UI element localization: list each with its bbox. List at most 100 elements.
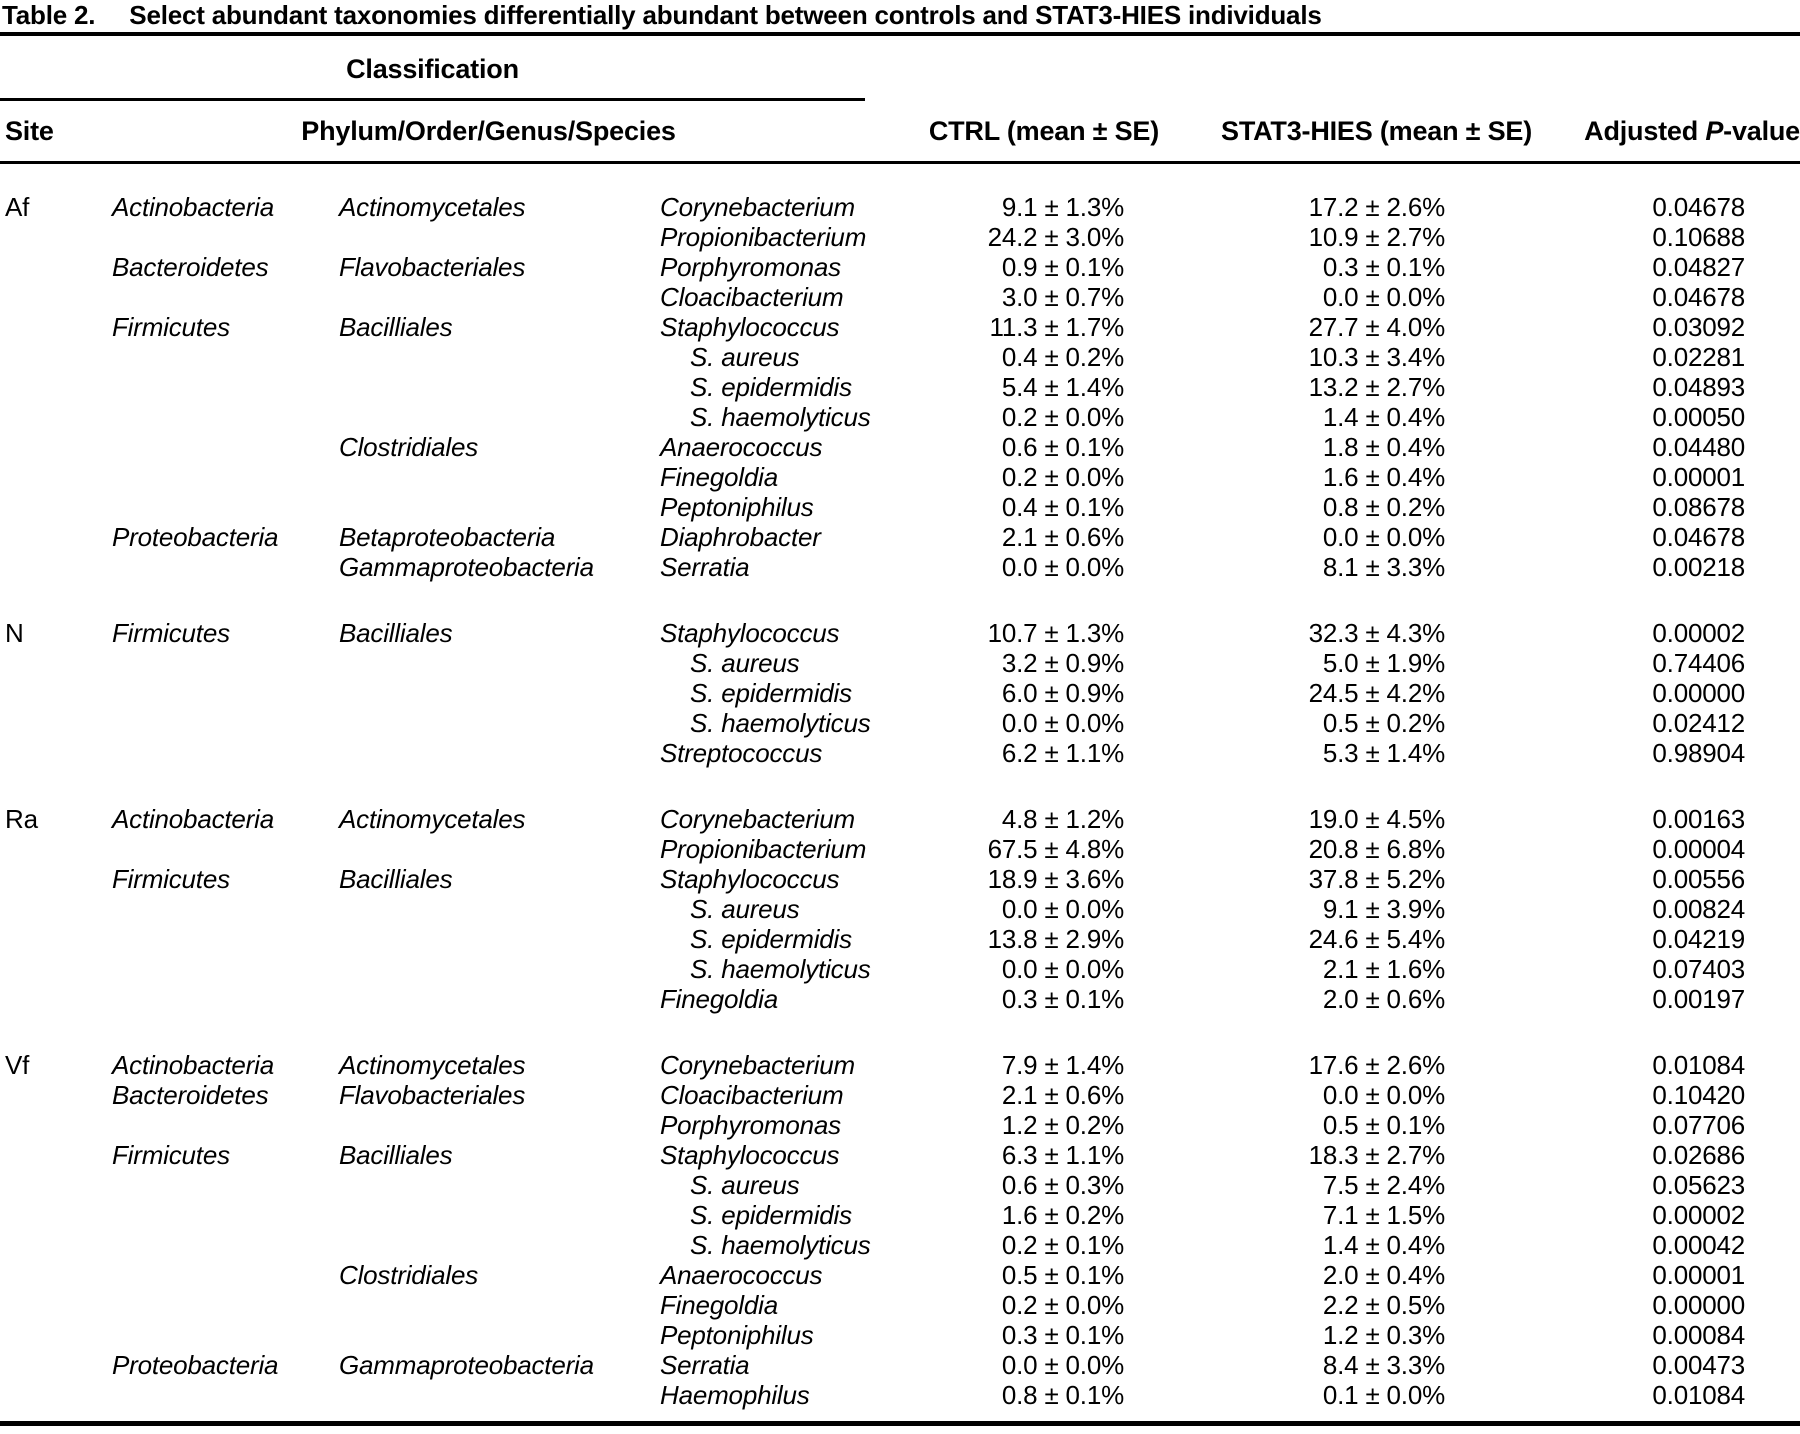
genus-cell: Streptococcus — [660, 738, 823, 768]
genus-cell: Finegoldia — [660, 462, 778, 492]
phylum-cell: Firmicutes — [112, 864, 230, 894]
table-row: S. haemolyticus 0.0 ± 0.0% 0.5 ± 0.2% 0.… — [0, 708, 1800, 738]
order-cell — [339, 1380, 660, 1410]
ctrl-value-cell: 13.8 ± 2.9% — [987, 924, 1125, 954]
table-row: S. aureus 0.0 ± 0.0% 9.1 ± 3.9% 0.00824 — [0, 894, 1800, 924]
stat3-value-cell: 0.8 ± 0.2% — [1322, 492, 1445, 522]
ctrl-value-cell: 0.0 ± 0.0% — [1001, 1350, 1124, 1380]
phylum-cell — [112, 222, 339, 252]
stat3-value-cell: 0.1 ± 0.0% — [1322, 1380, 1445, 1410]
phylum-cell — [112, 738, 339, 768]
genus-cell: S. aureus — [690, 1170, 800, 1200]
order-cell: Flavobacteriales — [339, 252, 526, 282]
phylum-cell — [112, 462, 339, 492]
genus-cell: Diaphrobacter — [660, 522, 821, 552]
column-header-row: Site Phylum/Order/Genus/Species CTRL (me… — [0, 101, 1800, 164]
site-cell — [5, 1080, 112, 1110]
ctrl-value-cell: 1.2 ± 0.2% — [1001, 1110, 1124, 1140]
table-row: Finegoldia 0.3 ± 0.1% 2.0 ± 0.6% 0.00197 — [0, 984, 1800, 1014]
phylum-cell — [112, 1290, 339, 1320]
genus-cell: Porphyromonas — [660, 252, 841, 282]
site-cell — [5, 678, 112, 708]
phylum-cell — [112, 492, 339, 522]
stat3-value-cell: 10.3 ± 3.4% — [1308, 342, 1446, 372]
pvalue-cell: 0.10420 — [1652, 1080, 1745, 1110]
phylum-cell — [112, 708, 339, 738]
table-row: Finegoldia 0.2 ± 0.0% 2.2 ± 0.5% 0.00000 — [0, 1290, 1800, 1320]
pvalue-cell: 0.07706 — [1652, 1110, 1745, 1140]
site-cell — [5, 738, 112, 768]
genus-cell: Corynebacterium — [660, 1050, 855, 1080]
table-row: Finegoldia 0.2 ± 0.0% 1.6 ± 0.4% 0.00001 — [0, 462, 1800, 492]
ctrl-value-cell: 3.2 ± 0.9% — [1001, 648, 1124, 678]
order-cell: Bacilliales — [339, 312, 453, 342]
table-row: S. epidermidis 13.8 ± 2.9% 24.6 ± 5.4% 0… — [0, 924, 1800, 954]
stat3-value-cell: 2.2 ± 0.5% — [1322, 1290, 1445, 1320]
ctrl-value-cell: 0.4 ± 0.1% — [1001, 492, 1124, 522]
phylum-cell — [112, 1230, 339, 1260]
phylum-cell — [112, 282, 339, 312]
taxonomy-column-header: Phylum/Order/Genus/Species — [301, 115, 676, 146]
stat3-value-cell: 13.2 ± 2.7% — [1308, 372, 1446, 402]
phylum-cell: Firmicutes — [112, 1140, 230, 1170]
site-cell: N — [5, 618, 24, 648]
order-cell — [339, 462, 660, 492]
stat3-value-cell: 0.3 ± 0.1% — [1322, 252, 1445, 282]
stat3-value-cell: 8.4 ± 3.3% — [1322, 1350, 1445, 1380]
ctrl-value-cell: 0.0 ± 0.0% — [1001, 894, 1124, 924]
pvalue-cell: 0.04480 — [1652, 432, 1745, 462]
classification-header-label: Classification — [346, 54, 519, 84]
order-cell: Clostridiales — [339, 1260, 479, 1290]
stat3-value-cell: 32.3 ± 4.3% — [1308, 618, 1446, 648]
order-cell: Bacilliales — [339, 864, 453, 894]
stat3-value-cell: 2.0 ± 0.4% — [1322, 1260, 1445, 1290]
phylum-cell: Actinobacteria — [112, 192, 274, 222]
ctrl-value-cell: 0.4 ± 0.2% — [1001, 342, 1124, 372]
site-cell — [5, 708, 112, 738]
site-cell — [5, 1140, 112, 1170]
genus-cell: Staphylococcus — [660, 618, 840, 648]
genus-cell: Finegoldia — [660, 984, 778, 1014]
ctrl-value-cell: 7.9 ± 1.4% — [1001, 1050, 1124, 1080]
table-caption: Select abundant taxonomies differentiall… — [129, 0, 1322, 30]
order-cell — [339, 1200, 660, 1230]
stat3-value-cell: 0.5 ± 0.2% — [1322, 708, 1445, 738]
ctrl-value-cell: 0.6 ± 0.3% — [1001, 1170, 1124, 1200]
site-cell: Ra — [5, 804, 38, 834]
pvalue-cell: 0.10688 — [1652, 222, 1745, 252]
pvalue-header-italic-p: P — [1705, 115, 1724, 146]
site-cell — [5, 1290, 112, 1320]
pvalue-cell: 0.00050 — [1652, 402, 1745, 432]
site-cell — [5, 834, 112, 864]
pvalue-cell: 0.00002 — [1652, 618, 1745, 648]
stat3-value-cell: 2.0 ± 0.6% — [1322, 984, 1445, 1014]
site-cell — [5, 864, 112, 894]
site-cell — [5, 342, 112, 372]
stat3-value-cell: 0.0 ± 0.0% — [1322, 282, 1445, 312]
order-cell: Gammaproteobacteria — [339, 552, 594, 582]
table-row: Firmicutes Bacilliales Staphylococcus 18… — [0, 864, 1800, 894]
ctrl-value-cell: 0.0 ± 0.0% — [1001, 954, 1124, 984]
genus-cell: S. epidermidis — [690, 924, 852, 954]
ctrl-value-cell: 0.0 ± 0.0% — [1001, 708, 1124, 738]
phylum-cell: Proteobacteria — [112, 1350, 279, 1380]
stat3-value-cell: 5.3 ± 1.4% — [1322, 738, 1445, 768]
pvalue-cell: 0.00002 — [1652, 1200, 1745, 1230]
phylum-cell — [112, 894, 339, 924]
ctrl-value-cell: 2.1 ± 0.6% — [1001, 522, 1124, 552]
order-cell — [339, 738, 660, 768]
pvalue-column-header: Adjusted P-value — [1532, 116, 1800, 147]
site-cell — [5, 462, 112, 492]
stat3-value-cell: 17.2 ± 2.6% — [1308, 192, 1446, 222]
ctrl-value-cell: 0.0 ± 0.0% — [1001, 552, 1124, 582]
genus-cell: Corynebacterium — [660, 192, 855, 222]
genus-cell: S. haemolyticus — [690, 954, 871, 984]
table-row: S. aureus 0.4 ± 0.2% 10.3 ± 3.4% 0.02281 — [0, 342, 1800, 372]
order-cell: Betaproteobacteria — [339, 522, 556, 552]
table-row: S. aureus 0.6 ± 0.3% 7.5 ± 2.4% 0.05623 — [0, 1170, 1800, 1200]
order-cell — [339, 984, 660, 1014]
ctrl-value-cell: 0.2 ± 0.0% — [1001, 402, 1124, 432]
order-cell — [339, 1320, 660, 1350]
order-cell — [339, 648, 660, 678]
phylum-cell — [112, 552, 339, 582]
